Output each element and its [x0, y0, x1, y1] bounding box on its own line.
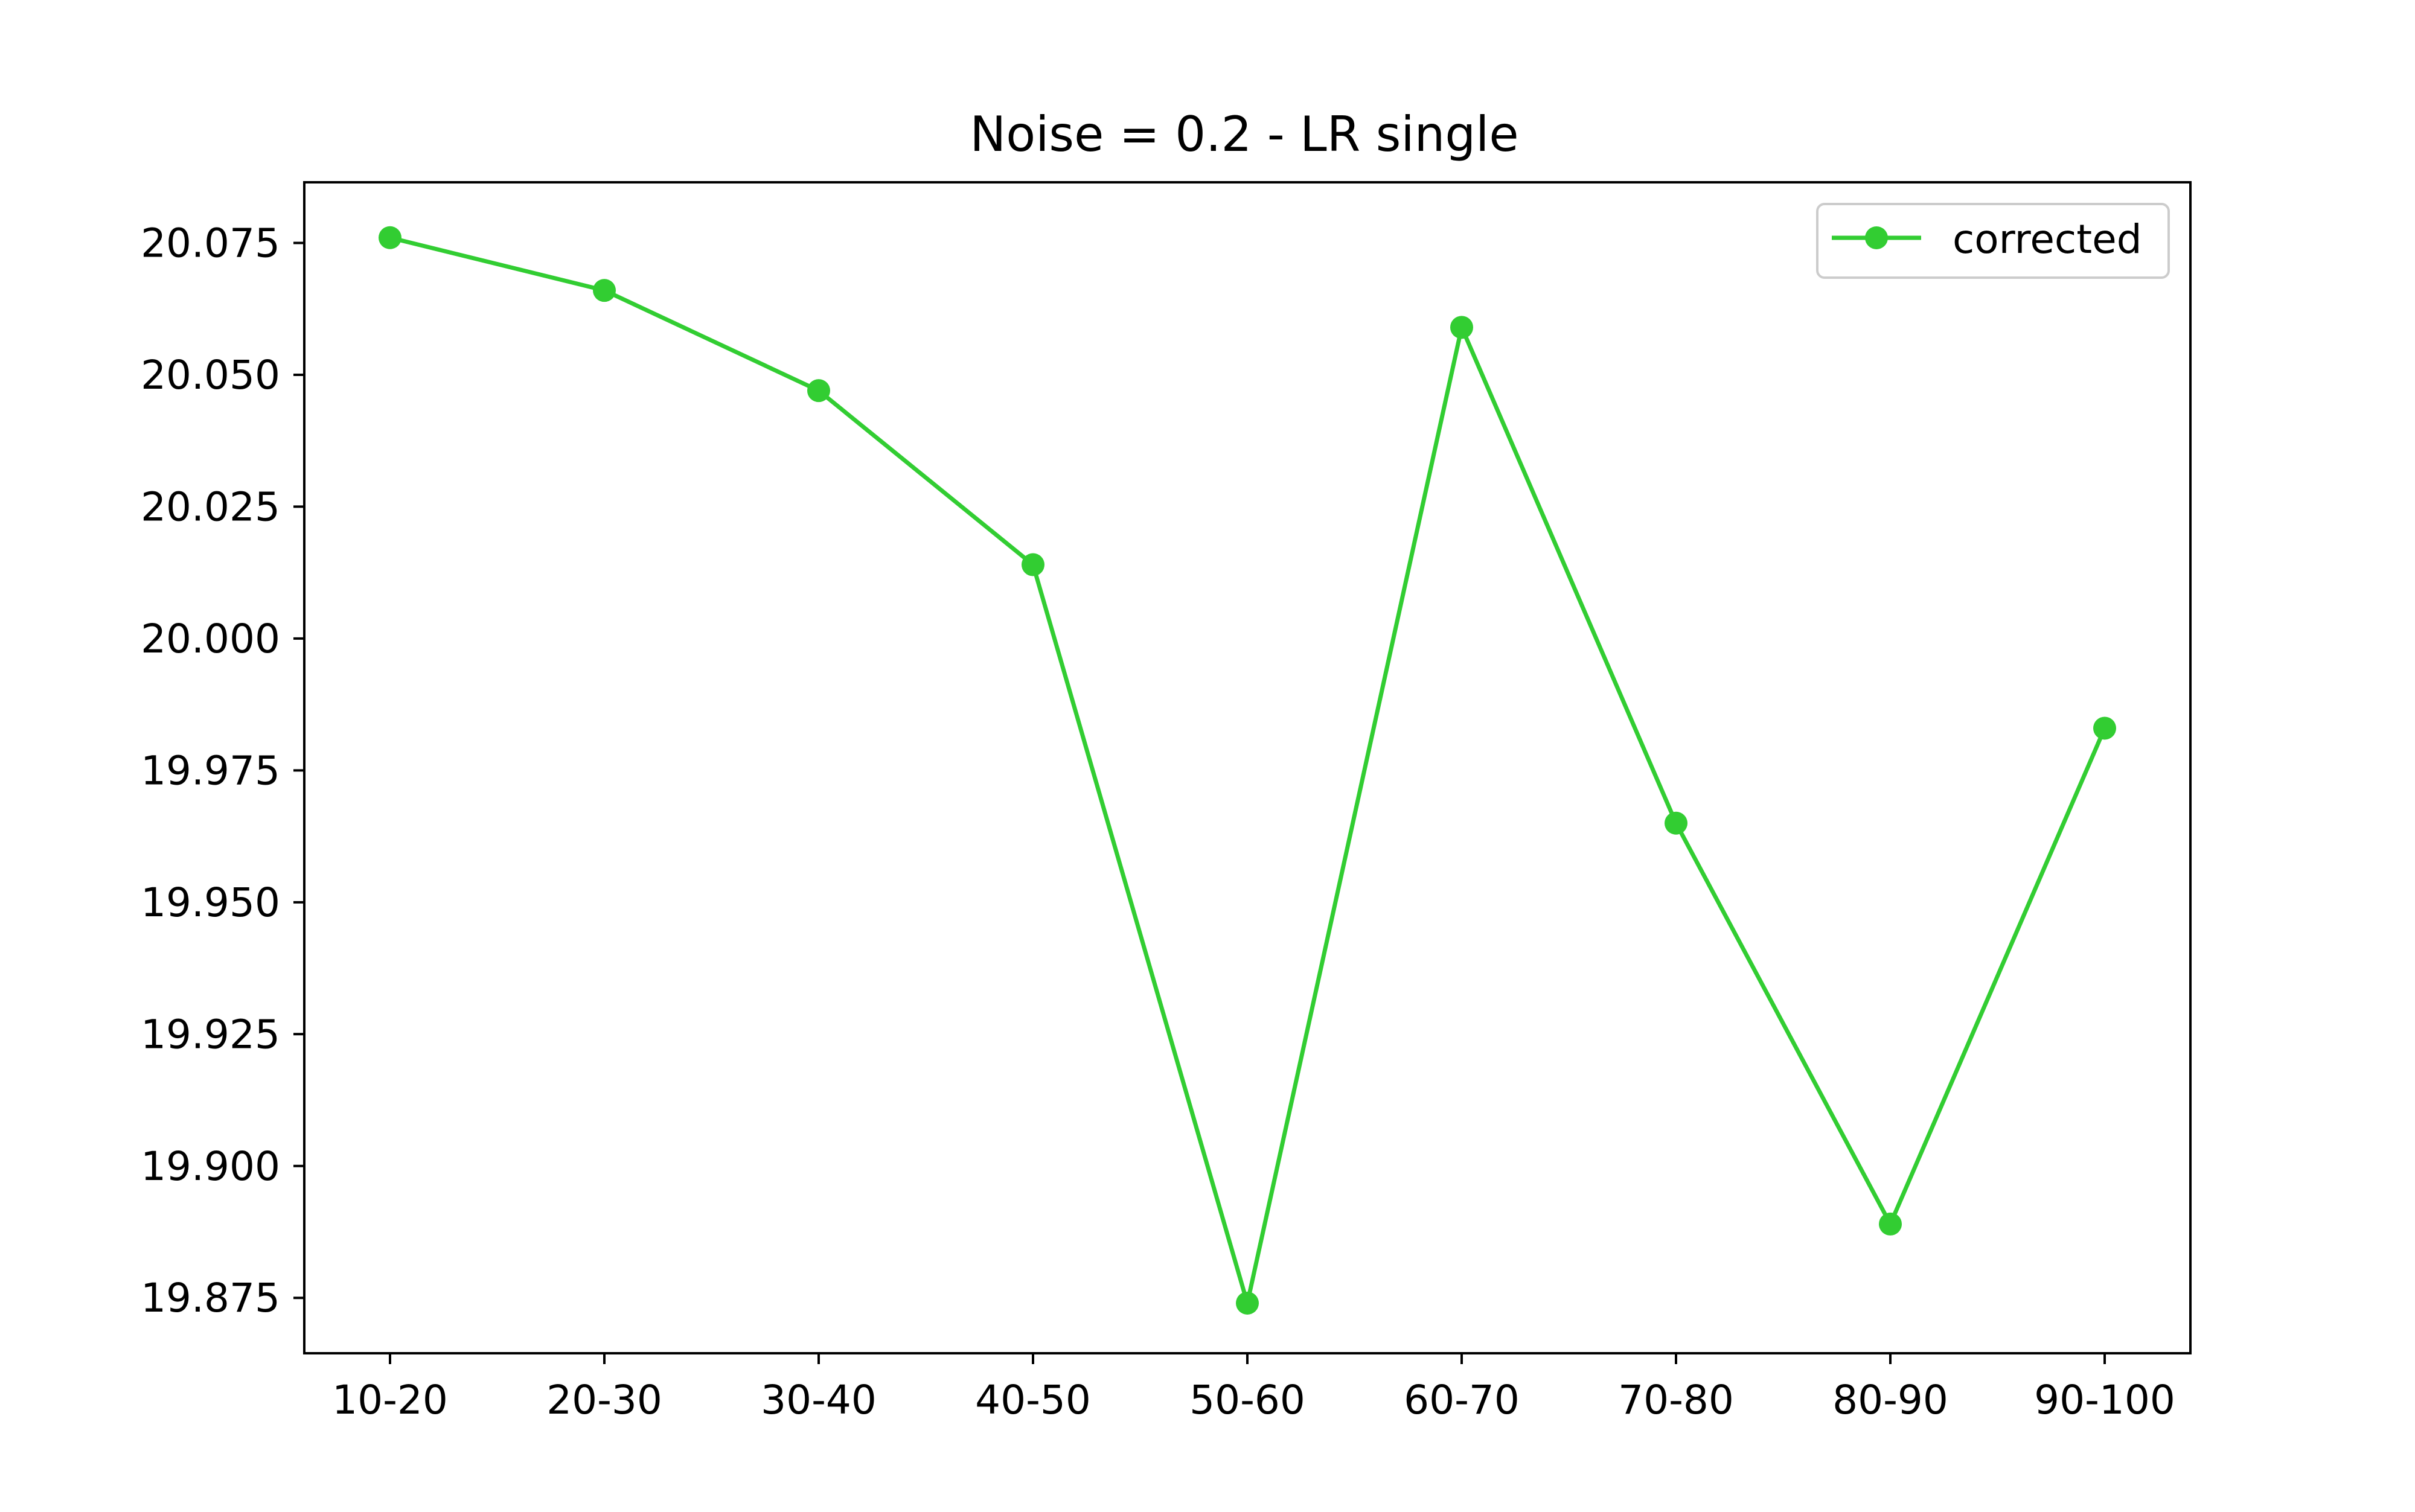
data-point — [1879, 1212, 1902, 1236]
data-point — [1236, 1291, 1259, 1315]
data-point — [1450, 316, 1473, 339]
chart-title: Noise = 0.2 - LR single — [970, 106, 1518, 162]
y-tick-label: 19.975 — [141, 747, 280, 794]
series-layer — [379, 226, 2116, 1315]
data-point — [2093, 716, 2116, 740]
x-tick-label: 90-100 — [2034, 1377, 2175, 1423]
y-tick-label: 20.050 — [141, 352, 280, 398]
x-axis: 10-20 20-30 30-40 40-50 50-60 60-70 70-80 80-90… — [332, 1353, 2175, 1423]
y-tick-label: 19.900 — [141, 1143, 280, 1190]
x-tick-label: 70-80 — [1618, 1377, 1734, 1423]
y-tick-label: 20.000 — [141, 616, 280, 662]
y-tick-label: 20.025 — [141, 483, 280, 530]
x-tick-label: 60-70 — [1404, 1377, 1520, 1423]
x-tick-label: 10-20 — [332, 1377, 448, 1423]
x-tick-label: 50-60 — [1189, 1377, 1305, 1423]
legend-label: corrected — [1953, 216, 2142, 263]
data-point — [1022, 553, 1044, 576]
data-point — [807, 379, 830, 403]
data-point — [1665, 811, 1687, 835]
y-tick-label: 19.950 — [141, 879, 280, 926]
legend-marker-sample — [1865, 226, 1888, 249]
y-tick-label: 19.925 — [141, 1011, 280, 1057]
legend: corrected — [1816, 203, 2170, 279]
x-tick-label: 80-90 — [1832, 1377, 1948, 1423]
y-tick-label: 20.075 — [141, 220, 280, 266]
data-point — [593, 279, 616, 302]
x-tick-label: 30-40 — [761, 1377, 877, 1423]
legend-box — [1816, 203, 2170, 279]
y-tick-label: 19.875 — [141, 1275, 280, 1321]
x-tick-label: 40-50 — [975, 1377, 1091, 1423]
data-point — [379, 226, 401, 249]
x-tick-label: 20-30 — [546, 1377, 662, 1423]
y-axis: 19.875 19.900 19.925 19.950 19.975 20.000 20.0… — [141, 220, 304, 1321]
